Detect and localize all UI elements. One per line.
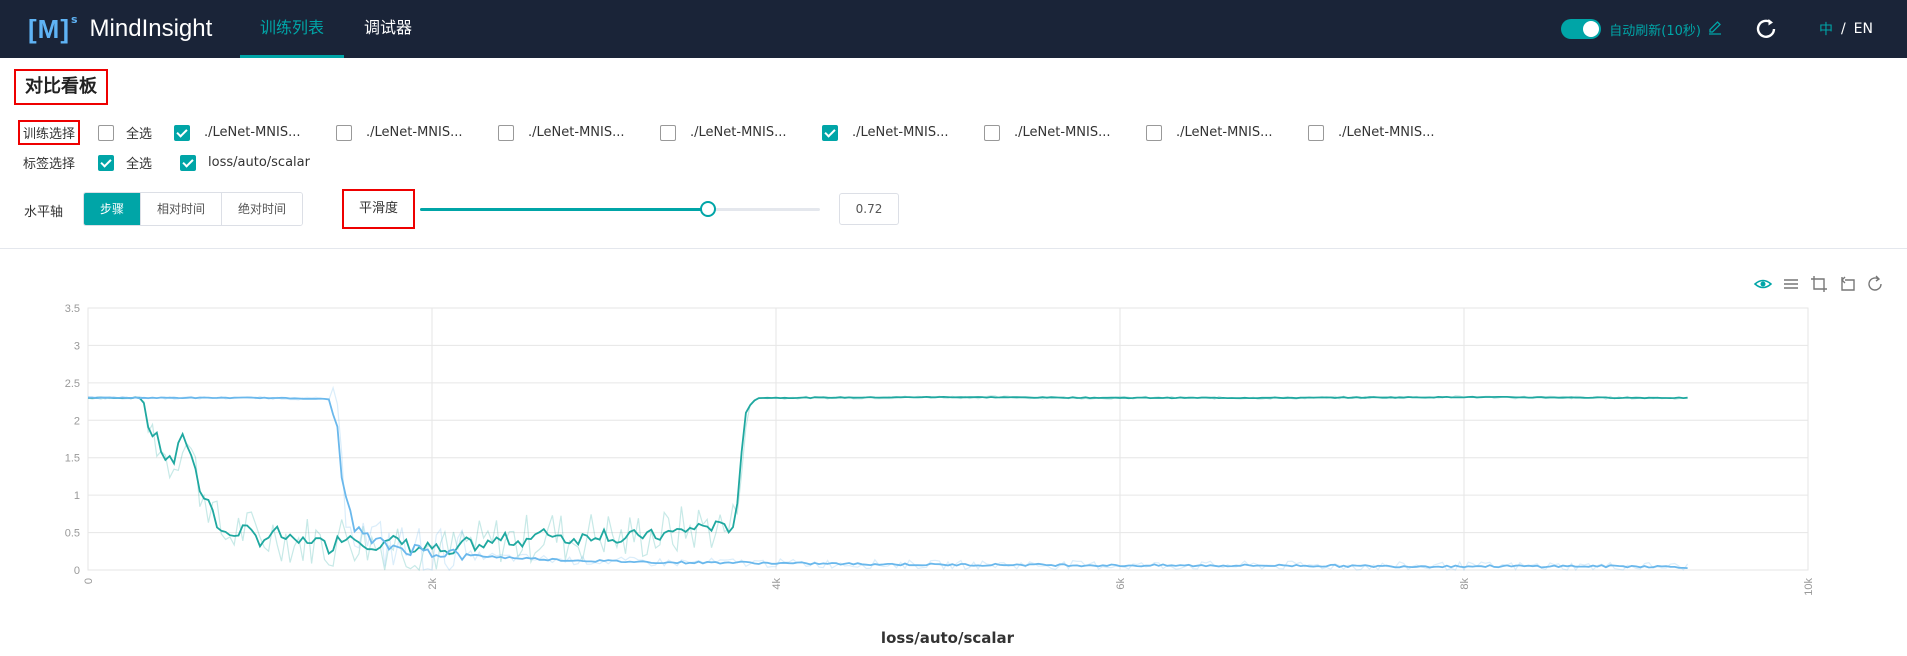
zoom-reset-icon[interactable]	[1837, 274, 1857, 294]
header-right: 自动刷新(10秒) 中 / EN	[1561, 0, 1907, 58]
lang-separator: /	[1840, 21, 1846, 37]
run-checkbox[interactable]	[174, 124, 191, 141]
axis-row: 水平轴 步骤 相对时间 绝对时间 平滑度 0.72	[0, 189, 1907, 229]
train-select-all-label: 全选	[126, 127, 153, 142]
y-tick-label: 1	[74, 490, 80, 502]
tag-checkbox[interactable]	[180, 154, 197, 171]
y-tick-label: 3.5	[65, 303, 80, 315]
lang-zh[interactable]: 中	[1818, 22, 1833, 38]
run-label: ./LeNet-MNIS...	[528, 125, 625, 140]
run-label: ./LeNet-MNIS...	[690, 125, 787, 140]
smoothness-input[interactable]: 0.72	[839, 193, 899, 225]
crop-zoom-icon[interactable]	[1809, 274, 1829, 294]
series-raw-line	[87, 385, 1689, 572]
tag-select-all-checkbox[interactable]	[98, 154, 115, 171]
run-option[interactable]: ./LeNet-MNIS...	[660, 124, 800, 141]
run-option[interactable]: ./LeNet-MNIS...	[336, 124, 476, 141]
slider-fill	[420, 208, 708, 211]
axis-option-absolute-time[interactable]: 绝对时间	[221, 193, 303, 225]
run-checkbox[interactable]	[1308, 124, 1325, 141]
restore-icon[interactable]	[1865, 274, 1885, 294]
loss-chart[interactable]: 0 0.5 1 1.5 2 2.5 3 3.5 0 2k 4k 6k 8k 10k	[0, 290, 1907, 620]
logo[interactable]: [M] s MindInsight	[28, 10, 212, 48]
auto-refresh-label: 自动刷新(10秒)	[1609, 23, 1701, 39]
nav-debugger[interactable]: 调试器	[364, 18, 413, 37]
axis-selector: 步骤 相对时间 绝对时间	[83, 192, 304, 226]
run-label: ./LeNet-MNIS...	[852, 125, 949, 140]
run-option[interactable]: ./LeNet-MNIS...	[822, 124, 962, 141]
train-select-label: 训练选择	[18, 120, 81, 145]
run-option[interactable]: ./LeNet-MNIS...	[498, 124, 638, 141]
page-title: 对比看板	[14, 69, 108, 105]
run-checkbox[interactable]	[336, 124, 353, 141]
series-smoothed-line	[87, 395, 1688, 556]
main-nav: 训练列表 调试器	[240, 0, 432, 58]
slider-handle[interactable]	[700, 201, 716, 217]
app-name: MindInsight	[89, 15, 213, 42]
run-label: ./LeNet-MNIS...	[204, 125, 301, 140]
nav-training-list[interactable]: 训练列表	[240, 0, 345, 58]
smoothness-label: 平滑度	[342, 189, 415, 229]
logo-superscript: s	[70, 12, 78, 26]
run-checkbox[interactable]	[1146, 124, 1163, 141]
x-tick-label: 6k	[1115, 578, 1127, 590]
axis-option-relative-time[interactable]: 相对时间	[140, 193, 222, 225]
tag-option[interactable]: loss/auto/scalar	[180, 154, 310, 171]
y-tick-label: 3	[74, 340, 80, 352]
run-checkbox[interactable]	[660, 124, 677, 141]
run-checkbox[interactable]	[822, 124, 839, 141]
auto-refresh-toggle[interactable]	[1561, 19, 1602, 39]
run-label: ./LeNet-MNIS...	[1176, 125, 1273, 140]
logo-mark: [M]	[28, 13, 70, 44]
run-checkbox[interactable]	[498, 124, 515, 141]
tag-select-label: 标签选择	[23, 157, 76, 172]
edit-icon[interactable]	[1707, 19, 1723, 39]
run-label: ./LeNet-MNIS...	[1014, 125, 1111, 140]
tag-select-all-label: 全选	[126, 157, 153, 172]
train-select-all[interactable]: 全选	[98, 123, 152, 142]
tag-select-all[interactable]: 全选	[98, 153, 152, 172]
plot-frame	[87, 307, 1809, 571]
run-checkbox[interactable]	[984, 124, 1001, 141]
series-smoothed-line	[88, 396, 1688, 569]
chart-title: loss/auto/scalar	[880, 629, 1015, 647]
run-option[interactable]: ./LeNet-MNIS...	[174, 124, 314, 141]
top-navbar: [M] s MindInsight 训练列表 调试器 自动刷新(10秒) 中 /…	[0, 0, 1907, 58]
layers-icon[interactable]	[1781, 274, 1801, 294]
toggle-knob	[1583, 21, 1600, 37]
x-tick-label: 2k	[427, 578, 439, 590]
x-tick-label: 8k	[1459, 578, 1471, 590]
tag-select-row: 标签选择 全选 loss/auto/scalar	[18, 150, 310, 175]
train-select-all-checkbox[interactable]	[98, 124, 115, 141]
y-tick-label: 0.5	[65, 528, 80, 540]
smoothness-slider[interactable]	[420, 201, 820, 217]
train-select-row: 训练选择 全选 ./LeNet-MNIS... ./LeNet-MNIS... ./…	[18, 120, 1448, 145]
y-tick-label: 0	[74, 565, 80, 577]
tag-label: loss/auto/scalar	[208, 155, 310, 170]
axis-option-step[interactable]: 步骤	[84, 193, 141, 225]
run-list: ./LeNet-MNIS... ./LeNet-MNIS... ./LeNet-MN…	[152, 124, 1448, 141]
lang-en[interactable]: EN	[1853, 21, 1873, 37]
y-tick-label: 2	[74, 415, 80, 427]
chart-toolbar	[1753, 274, 1885, 294]
y-tick-label: 2.5	[65, 378, 80, 390]
run-label: ./LeNet-MNIS...	[366, 125, 463, 140]
x-tick-label: 10k	[1803, 578, 1815, 596]
x-tick-label: 0	[83, 578, 95, 584]
eye-icon[interactable]	[1753, 274, 1773, 294]
run-option[interactable]: ./LeNet-MNIS...	[1308, 124, 1448, 141]
run-label: ./LeNet-MNIS...	[1338, 125, 1435, 140]
horizontal-axis-label: 水平轴	[24, 205, 64, 220]
run-option[interactable]: ./LeNet-MNIS...	[984, 124, 1124, 141]
series-raw-line	[87, 395, 1688, 572]
divider	[0, 248, 1907, 249]
run-option[interactable]: ./LeNet-MNIS...	[1146, 124, 1286, 141]
y-tick-label: 1.5	[65, 453, 80, 465]
refresh-icon[interactable]	[1753, 16, 1779, 42]
x-tick-label: 4k	[771, 578, 783, 590]
